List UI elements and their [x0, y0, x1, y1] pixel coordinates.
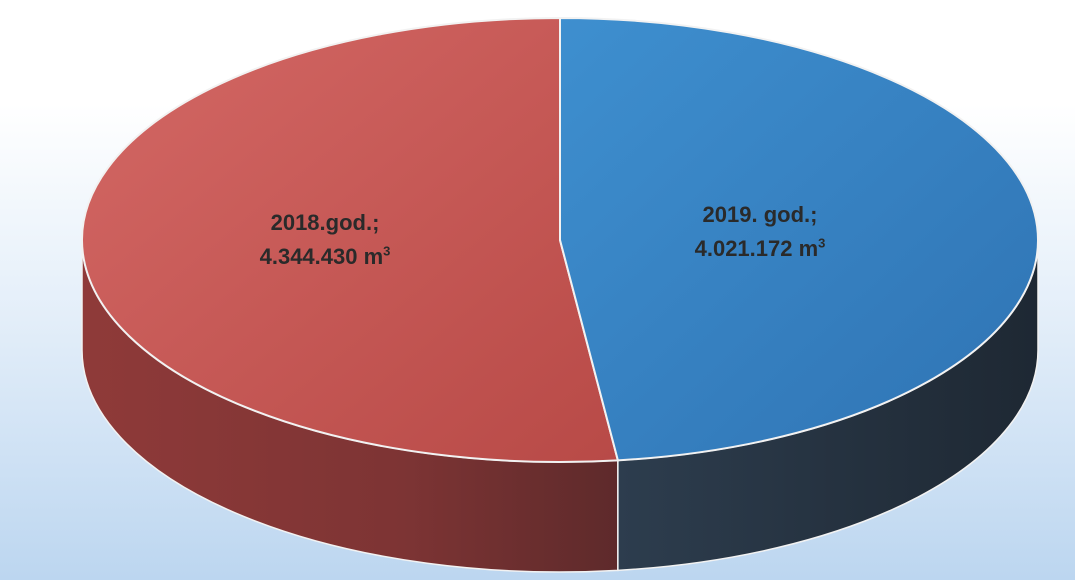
- slice-label-2018: 2018.god.; 4.344.430 m3: [205, 206, 445, 274]
- slice-value-2018: 4.344.430 m3: [259, 243, 391, 269]
- pie-slice-2018: [81, 16, 620, 463]
- unit-exponent-2018: 3: [383, 243, 391, 259]
- unit-exponent-2019: 3: [818, 235, 826, 251]
- slice-label-2019: 2019. god.; 4.021.172 m3: [640, 198, 880, 266]
- slice-year-2018: 2018.god.;: [270, 210, 380, 235]
- slice-value-2019: 4.021.172 m3: [694, 235, 826, 261]
- slice-year-2019: 2019. god.;: [702, 202, 818, 227]
- pie-slice-2019: [559, 16, 1039, 462]
